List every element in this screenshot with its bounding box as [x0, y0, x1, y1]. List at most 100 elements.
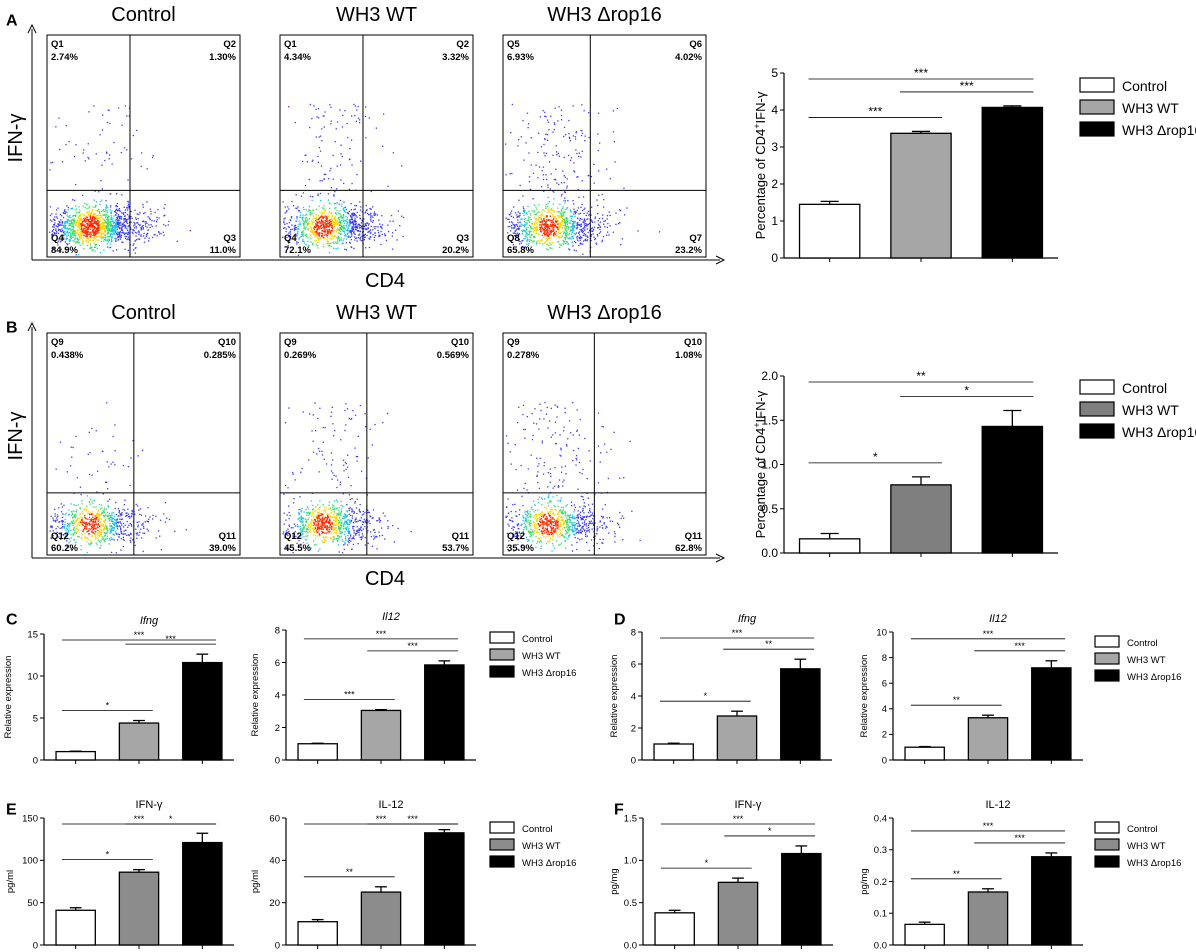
event-dot — [75, 254, 77, 256]
event-dot — [352, 214, 355, 217]
event-dot — [327, 527, 329, 529]
event-dot — [354, 220, 356, 222]
event-dot — [80, 494, 82, 496]
event-dot — [323, 506, 325, 508]
event-dot — [63, 212, 65, 214]
event-dot — [100, 224, 102, 226]
event-dot — [116, 528, 119, 530]
event-dot — [317, 233, 320, 235]
event-dot — [115, 240, 117, 242]
event-dot — [151, 225, 153, 228]
event-dot — [95, 542, 97, 544]
event-dot — [122, 229, 124, 231]
event-dot — [135, 239, 138, 241]
event-dot — [119, 234, 121, 236]
event-dot — [581, 236, 583, 239]
event-dot — [321, 180, 323, 182]
event-dot — [562, 170, 564, 172]
event-dot — [307, 224, 309, 226]
event-dot — [91, 525, 94, 527]
event-dot — [150, 210, 152, 213]
event-dot — [121, 514, 123, 516]
event-dot — [316, 229, 318, 231]
event-dot — [548, 234, 550, 236]
event-dot — [354, 447, 356, 449]
event-dot — [575, 232, 577, 234]
event-dot — [85, 230, 87, 232]
event-dot — [84, 537, 86, 539]
event-dot — [99, 214, 101, 216]
event-dot — [292, 536, 295, 539]
event-dot — [351, 508, 353, 510]
event-dot — [526, 219, 528, 221]
event-dot — [283, 222, 285, 224]
event-dot — [107, 226, 109, 228]
event-dot — [518, 216, 520, 218]
event-dot — [366, 234, 368, 237]
event-dot — [332, 459, 334, 461]
event-dot — [92, 236, 94, 239]
event-dot — [108, 229, 111, 231]
event-dot — [98, 519, 100, 521]
event-dot — [60, 511, 63, 513]
event-dot — [63, 538, 66, 540]
event-dot — [95, 528, 97, 530]
event-dot — [72, 525, 74, 527]
event-dot — [297, 225, 299, 227]
event-dot — [93, 499, 95, 502]
event-dot — [619, 209, 622, 212]
event-dot — [331, 229, 333, 232]
event-dot — [314, 226, 317, 228]
event-dot — [75, 242, 77, 244]
event-dot — [303, 227, 305, 229]
event-dot — [572, 237, 574, 240]
event-dot — [540, 221, 542, 223]
event-dot — [286, 533, 288, 536]
event-dot — [316, 233, 318, 236]
event-dot — [66, 529, 69, 531]
event-dot — [92, 532, 94, 534]
event-dot — [94, 218, 96, 220]
event-dot — [348, 509, 350, 512]
event-dot — [380, 230, 382, 233]
event-dot — [325, 173, 327, 175]
event-dot — [562, 218, 565, 220]
event-dot — [322, 211, 324, 213]
event-dot — [566, 241, 569, 243]
event-dot — [98, 232, 100, 234]
event-dot — [74, 527, 76, 529]
event-dot — [102, 114, 104, 116]
event-dot — [318, 522, 320, 525]
event-dot — [318, 508, 320, 510]
event-dot — [62, 534, 64, 536]
event-dot — [328, 226, 330, 228]
event-dot — [92, 511, 94, 513]
event-dot — [163, 215, 165, 217]
event-dot — [537, 219, 540, 221]
event-dot — [297, 518, 299, 520]
event-dot — [53, 520, 55, 522]
event-dot — [130, 532, 132, 534]
event-dot — [123, 219, 125, 221]
event-dot — [119, 230, 121, 233]
event-dot — [353, 213, 355, 215]
event-dot — [346, 520, 348, 522]
event-dot — [580, 134, 583, 137]
event-dot — [323, 519, 325, 521]
event-dot — [606, 215, 609, 217]
event-dot — [294, 525, 297, 527]
event-dot — [545, 243, 547, 245]
event-dot — [553, 122, 555, 124]
event-dot — [330, 527, 332, 529]
event-dot — [578, 232, 580, 234]
event-dot — [593, 163, 595, 165]
event-dot — [582, 196, 585, 198]
event-dot — [53, 224, 55, 226]
event-dot — [141, 524, 143, 526]
event-dot — [95, 523, 97, 525]
event-dot — [86, 227, 88, 229]
event-dot — [559, 224, 561, 226]
event-dot — [88, 239, 90, 242]
event-dot — [81, 222, 83, 224]
event-dot — [555, 221, 557, 223]
